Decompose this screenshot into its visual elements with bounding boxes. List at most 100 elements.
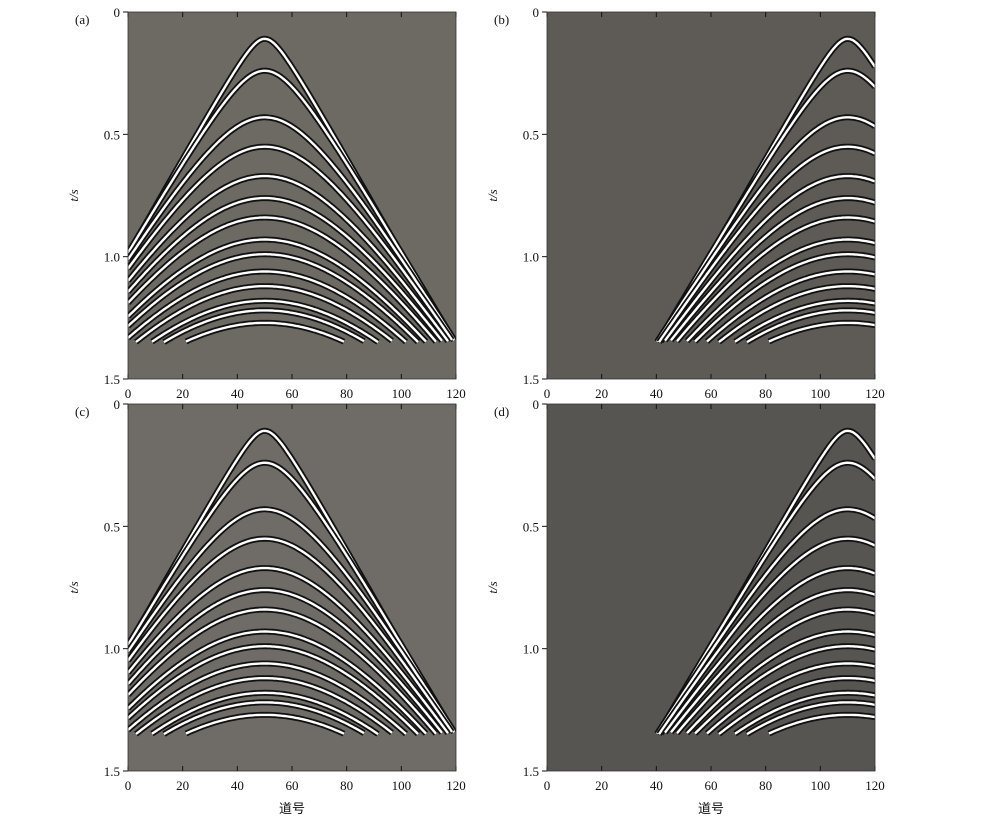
y-axis-label: t/s	[66, 581, 81, 593]
y-tick-label: 1.5	[104, 764, 120, 779]
reflection-light	[128, 508, 456, 732]
y-tick-label: 1.5	[104, 372, 120, 387]
reflections	[128, 427, 456, 737]
x-axis-label: 道号	[279, 802, 305, 817]
x-tick-label: 20	[595, 386, 608, 401]
reflection-light	[135, 285, 393, 343]
reflection-light	[768, 713, 875, 735]
x-tick-label: 40	[231, 778, 244, 793]
reflection-light	[128, 566, 449, 734]
reflection-light	[128, 461, 456, 734]
x-tick-label: 0	[544, 778, 551, 793]
reflections	[654, 35, 875, 345]
reflection-light	[658, 145, 875, 343]
y-tick-label: 0	[114, 397, 121, 412]
x-tick-label: 0	[125, 778, 132, 793]
x-tick-label: 20	[176, 386, 189, 401]
y-tick-label: 1.0	[523, 250, 539, 265]
reflection-light	[163, 701, 365, 736]
reflection-light	[128, 608, 437, 735]
x-tick-label: 80	[759, 386, 772, 401]
plot-frame	[546, 11, 876, 380]
reflection-light	[185, 321, 345, 343]
reflection-light	[655, 116, 875, 343]
plot-frame	[127, 403, 457, 772]
x-tick-label: 0	[544, 386, 551, 401]
reflection-light	[768, 321, 875, 343]
reflection-light	[694, 645, 875, 735]
reflection-light	[686, 238, 875, 342]
reflection-light	[128, 537, 453, 733]
x-tick-label: 60	[286, 778, 299, 793]
panel-label: (c)	[75, 404, 89, 419]
reflection-light	[128, 216, 437, 343]
reflection-light	[664, 566, 875, 734]
reflection-light	[128, 645, 419, 735]
reflection-light	[686, 630, 875, 734]
x-tick-label: 20	[176, 778, 189, 793]
y-tick-label: 0	[533, 5, 540, 20]
y-tick-label: 0.5	[104, 127, 120, 142]
reflection-light	[128, 662, 407, 735]
x-tick-label: 40	[650, 778, 663, 793]
x-tick-label: 60	[286, 386, 299, 401]
y-tick-label: 0	[533, 397, 540, 412]
x-tick-label: 40	[231, 386, 244, 401]
reflection-light	[718, 677, 875, 735]
x-tick-label: 120	[865, 386, 885, 401]
reflection-light	[664, 174, 875, 342]
y-axis-label: t/s	[66, 189, 81, 201]
plot-frame	[127, 11, 457, 380]
x-axis-label: 道号	[698, 802, 724, 817]
x-tick-label: 120	[865, 778, 885, 793]
y-axis-label: t/s	[485, 581, 500, 593]
reflection-light	[128, 253, 419, 343]
x-tick-label: 100	[392, 778, 412, 793]
x-tick-label: 120	[446, 778, 466, 793]
y-tick-label: 1.5	[523, 764, 539, 779]
reflection-light	[670, 196, 875, 341]
x-tick-label: 80	[340, 778, 353, 793]
reflection-light	[734, 691, 875, 735]
x-tick-label: 60	[705, 778, 718, 793]
reflections	[128, 35, 456, 345]
reflection-light	[128, 630, 427, 735]
reflection-light	[706, 270, 875, 343]
reflection-light	[718, 285, 875, 343]
x-tick-label: 100	[811, 778, 831, 793]
x-tick-label: 40	[650, 386, 663, 401]
y-axis-label: t/s	[485, 189, 500, 201]
x-tick-label: 20	[595, 778, 608, 793]
reflection-light	[676, 216, 875, 342]
y-tick-label: 0.5	[104, 519, 120, 534]
reflection-light	[128, 145, 453, 341]
reflection-light	[734, 299, 875, 343]
reflection-light	[135, 677, 393, 735]
reflections	[654, 427, 875, 737]
reflection-light	[128, 174, 449, 342]
reflection-light	[128, 116, 456, 340]
x-tick-label: 0	[125, 386, 132, 401]
panel-label: (b)	[494, 12, 509, 27]
y-tick-label: 1.0	[104, 642, 120, 657]
panel-label: (d)	[494, 404, 509, 419]
reflection-light	[128, 238, 427, 343]
x-tick-label: 120	[446, 386, 466, 401]
plot-frame	[546, 403, 876, 772]
x-tick-label: 100	[811, 386, 831, 401]
x-tick-label: 80	[340, 386, 353, 401]
reflection-light	[746, 701, 875, 736]
y-tick-label: 1.5	[523, 372, 539, 387]
reflection-light	[185, 713, 345, 735]
reflection-light	[706, 662, 875, 735]
reflection-light	[128, 69, 456, 342]
reflection-light	[163, 309, 365, 344]
y-tick-label: 0.5	[523, 519, 539, 534]
reflection-light	[128, 196, 443, 342]
reflection-light	[746, 309, 875, 344]
y-tick-label: 1.0	[104, 250, 120, 265]
reflection-light	[670, 588, 875, 733]
reflection-light	[676, 608, 875, 734]
x-tick-label: 100	[392, 386, 412, 401]
